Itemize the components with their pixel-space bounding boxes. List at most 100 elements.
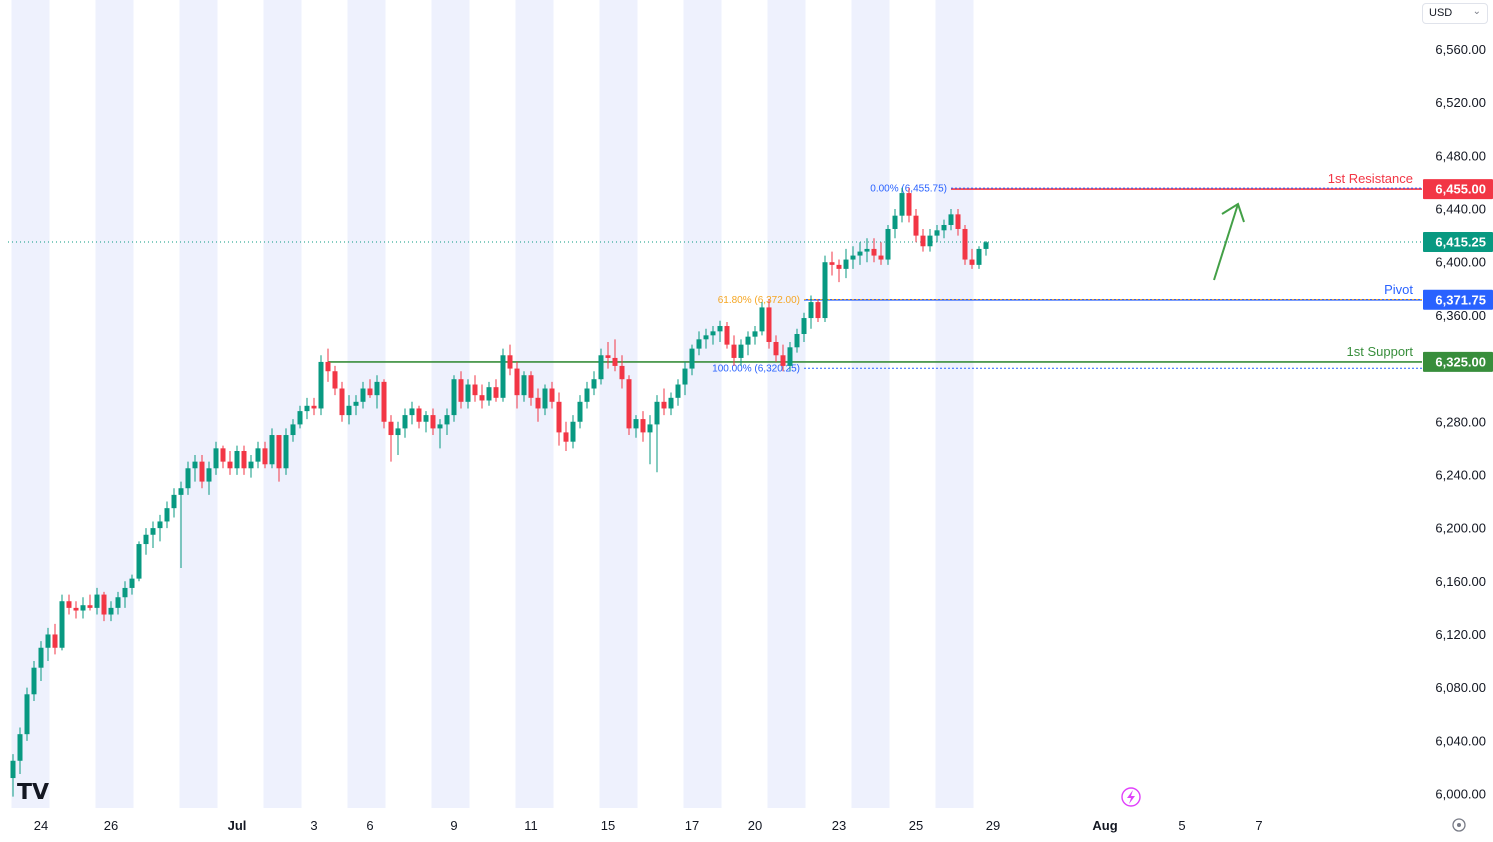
- candle: [227, 450, 233, 475]
- candle-body: [780, 355, 786, 366]
- candle: [24, 687, 30, 741]
- candle-body: [339, 388, 345, 416]
- candle: [486, 381, 492, 406]
- level-label: 1st Support: [1347, 344, 1414, 359]
- candle: [136, 541, 142, 582]
- candle: [899, 187, 905, 223]
- x-tick-label: 17: [685, 818, 699, 833]
- candle: [913, 209, 919, 243]
- candle-body: [115, 597, 121, 608]
- candle-body: [794, 334, 800, 348]
- session-band: [263, 0, 302, 808]
- candle-body: [619, 365, 625, 380]
- candle: [150, 521, 156, 549]
- candle-body: [542, 388, 548, 409]
- candle-body: [45, 634, 51, 648]
- candle: [724, 322, 730, 349]
- x-tick-label: 5: [1178, 818, 1185, 833]
- candle: [871, 238, 877, 263]
- candle-body: [892, 215, 898, 229]
- candle-body: [521, 375, 527, 396]
- candle: [745, 331, 751, 356]
- candle: [668, 392, 674, 416]
- candle-body: [423, 415, 429, 422]
- candle: [423, 411, 429, 433]
- candle: [549, 381, 555, 409]
- y-tick-label: 6,480.00: [1435, 148, 1486, 163]
- price-tag-label: 6,455.00: [1435, 182, 1486, 197]
- candle: [367, 379, 373, 398]
- candle-body: [143, 534, 149, 545]
- candle: [17, 727, 23, 775]
- candle-body: [262, 448, 268, 465]
- candle-body: [654, 401, 660, 425]
- candle-body: [934, 230, 940, 236]
- lightning-icon[interactable]: [1121, 787, 1141, 807]
- candle: [647, 415, 653, 465]
- arrow-shaft: [1213, 203, 1239, 281]
- candle: [598, 348, 604, 385]
- candle-body: [570, 421, 576, 442]
- candle: [885, 224, 891, 265]
- candle-body: [773, 341, 779, 356]
- candle-body: [157, 521, 163, 529]
- time-axis: 24 26 Jul 3 6 9 11 15 17 20 23 25 29 Aug 5 7: [34, 818, 1263, 833]
- price-tag-label: 6,325.00: [1435, 354, 1486, 369]
- candle-body: [269, 435, 275, 465]
- candle: [276, 435, 282, 482]
- tradingview-logo[interactable]: 𝗧𝗩: [17, 779, 49, 804]
- price-axis: 6,560.00 6,520.00 6,480.00 6,440.00 6,400.00…: [1435, 42, 1486, 802]
- candle: [654, 395, 660, 473]
- y-tick-label: 6,440.00: [1435, 202, 1486, 217]
- candle-body: [584, 388, 590, 402]
- candle: [108, 601, 114, 622]
- candle-body: [381, 381, 387, 422]
- candle-body: [577, 401, 583, 422]
- arrow-head: [1221, 202, 1245, 223]
- candle-body: [605, 355, 611, 358]
- session-band: [515, 0, 554, 808]
- svg-text:𝗧𝗩: 𝗧𝗩: [17, 779, 49, 804]
- candle-body: [976, 248, 982, 265]
- price-tag-bg: [1423, 289, 1493, 310]
- candle-body: [318, 361, 324, 409]
- candle-body: [311, 405, 317, 409]
- candle: [311, 397, 317, 416]
- candle: [416, 405, 422, 429]
- candle-body: [563, 432, 569, 442]
- settings-gear-icon[interactable]: [1452, 818, 1466, 832]
- candle: [262, 441, 268, 469]
- candle-body: [829, 262, 835, 265]
- candle: [808, 295, 814, 329]
- x-tick-label: 6: [366, 818, 373, 833]
- candle-body: [255, 448, 261, 462]
- candle-body: [822, 262, 828, 319]
- candle-body: [556, 401, 562, 433]
- currency-selector[interactable]: USD ⌄: [1422, 3, 1488, 24]
- candle: [129, 574, 135, 595]
- y-tick-label: 6,280.00: [1435, 414, 1486, 429]
- candle-body: [374, 381, 380, 396]
- fibonacci-retracement: 0.00% (6,455.75)61.80% (6,372.00)100.00%…: [712, 184, 1422, 375]
- candle: [73, 601, 79, 619]
- candle-body: [353, 401, 359, 406]
- candle-body: [332, 371, 338, 389]
- candle-body: [479, 395, 485, 401]
- candle: [192, 454, 198, 482]
- candle: [479, 384, 485, 409]
- y-tick-label: 6,560.00: [1435, 42, 1486, 57]
- candle: [773, 335, 779, 362]
- session-band: [935, 0, 974, 808]
- x-tick-label: 3: [310, 818, 317, 833]
- price-tag-bg: [1423, 231, 1493, 252]
- candle: [465, 379, 471, 409]
- candle-body: [507, 355, 513, 369]
- candle-body: [87, 605, 93, 608]
- candle: [220, 445, 226, 469]
- candle-body: [367, 388, 373, 396]
- candle: [269, 428, 275, 469]
- candle-body: [17, 734, 23, 761]
- candle: [59, 594, 65, 651]
- candle: [941, 219, 947, 239]
